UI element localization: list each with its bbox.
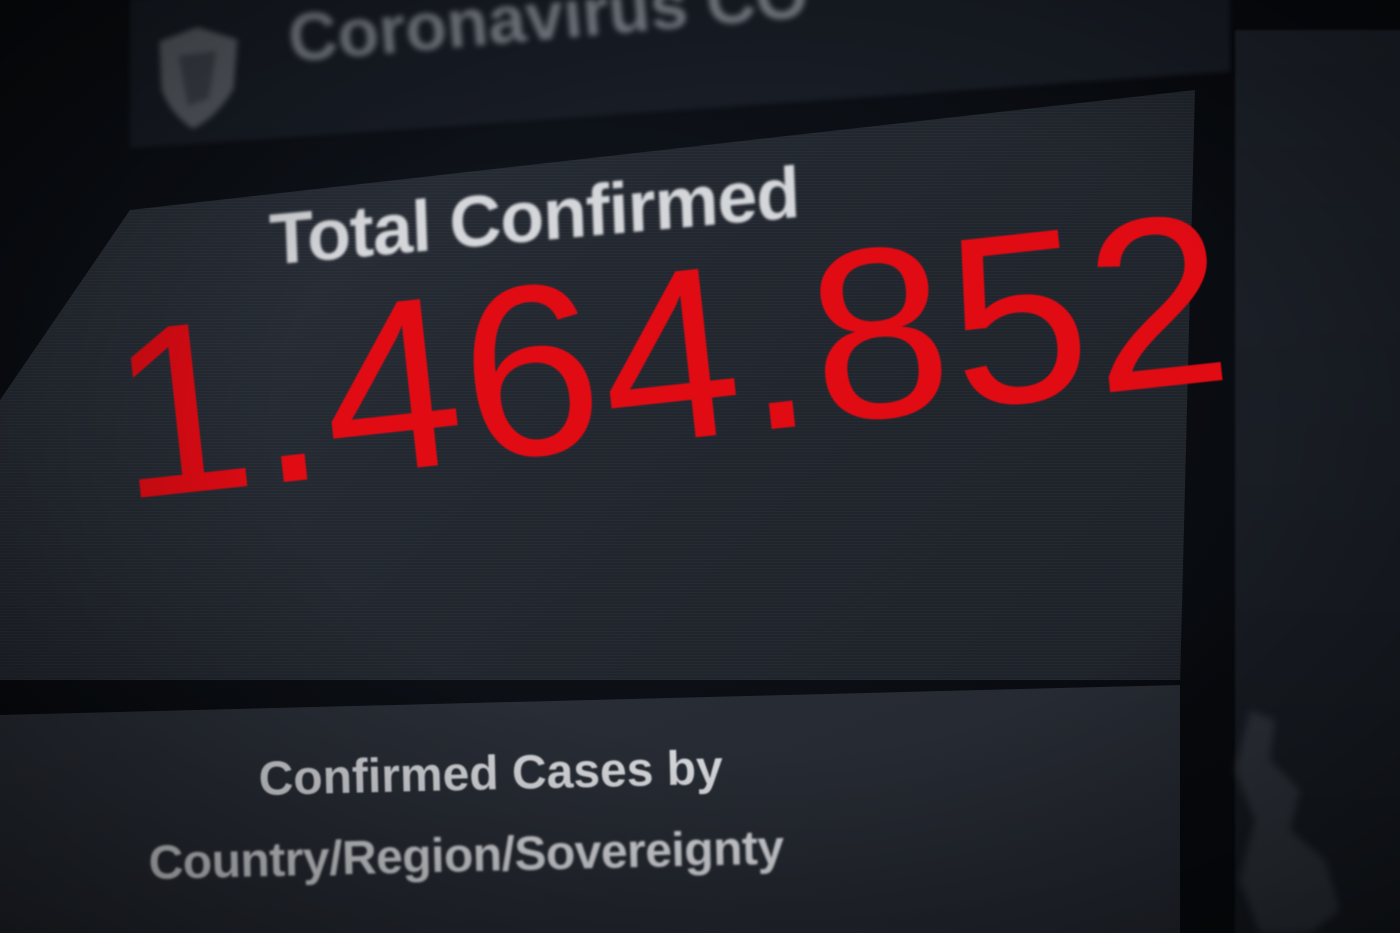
map-landmass: [1235, 710, 1340, 933]
cases-panel-title-line1: Confirmed Cases by: [258, 741, 724, 806]
shield-icon: [159, 27, 238, 129]
confirmed-cases-by-country-card: [0, 685, 1180, 933]
